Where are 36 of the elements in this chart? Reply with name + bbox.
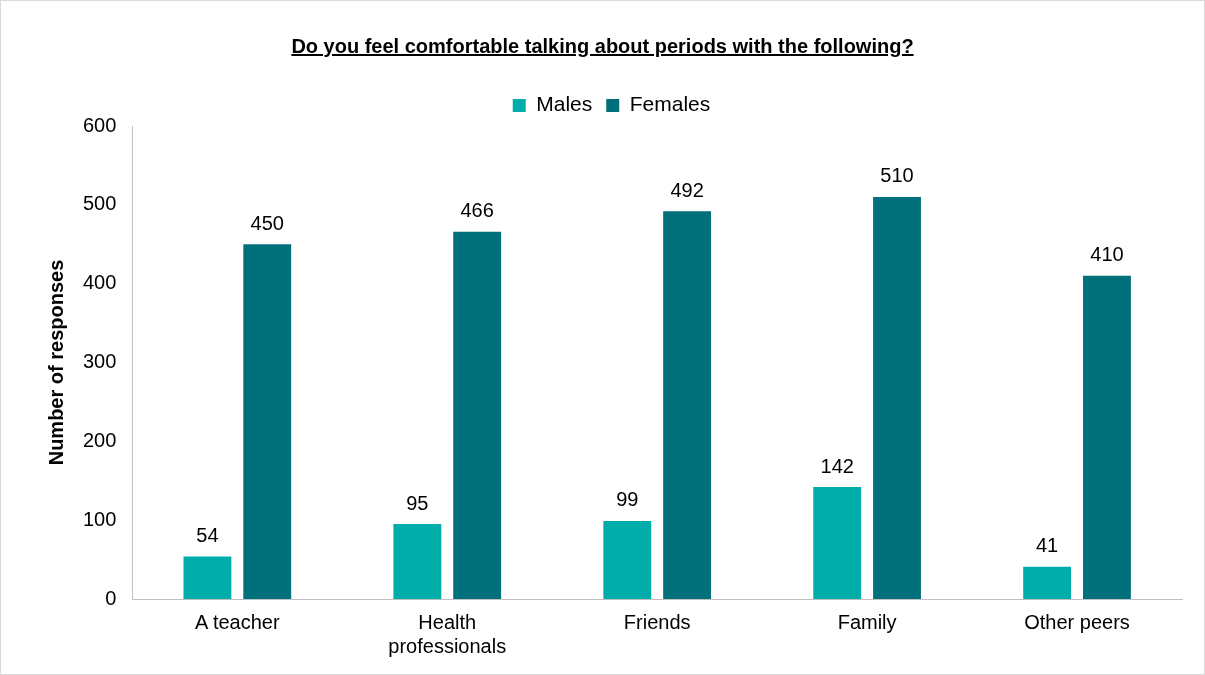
- x-tick-label: Friends: [623, 610, 691, 633]
- x-tick-label: Family: [837, 610, 897, 633]
- data-label: 410: [1090, 243, 1124, 266]
- bar: [813, 487, 862, 599]
- bar: [183, 556, 232, 599]
- bar: [873, 196, 921, 599]
- y-tick-label: 300: [82, 350, 117, 373]
- x-tick-label: Health professionals: [388, 610, 507, 657]
- bar: [1083, 275, 1131, 599]
- data-label: 41: [1036, 534, 1059, 557]
- y-tick-label: 200: [82, 428, 117, 451]
- data-label: 510: [880, 164, 914, 187]
- y-tick-label: 400: [82, 271, 117, 294]
- data-label: 95: [406, 491, 429, 514]
- bar: [663, 211, 712, 599]
- y-axis-title: Number of responses: [44, 259, 67, 466]
- bar: [1023, 566, 1072, 599]
- bar: [393, 524, 442, 599]
- y-tick-label: 100: [82, 507, 117, 530]
- bar: [243, 244, 292, 599]
- y-tick-label: 500: [82, 192, 117, 215]
- legend-label: Males: [536, 92, 593, 116]
- bar: [453, 231, 502, 599]
- x-tick-label: Other peers: [1024, 610, 1130, 633]
- data-label: 450: [250, 211, 284, 234]
- y-tick-label: 0: [105, 586, 117, 609]
- data-label: 142: [820, 454, 854, 477]
- data-label: 54: [196, 523, 219, 546]
- y-tick-label: 600: [82, 113, 117, 136]
- data-label: 99: [616, 488, 639, 511]
- bar: [603, 520, 652, 599]
- data-label: 466: [460, 199, 494, 222]
- data-label: 492: [670, 178, 704, 201]
- legend-label: Females: [629, 92, 711, 116]
- x-tick-label: A teacher: [195, 610, 280, 633]
- chart-title: Do you feel comfortable talking about periods with the following?: [290, 35, 915, 58]
